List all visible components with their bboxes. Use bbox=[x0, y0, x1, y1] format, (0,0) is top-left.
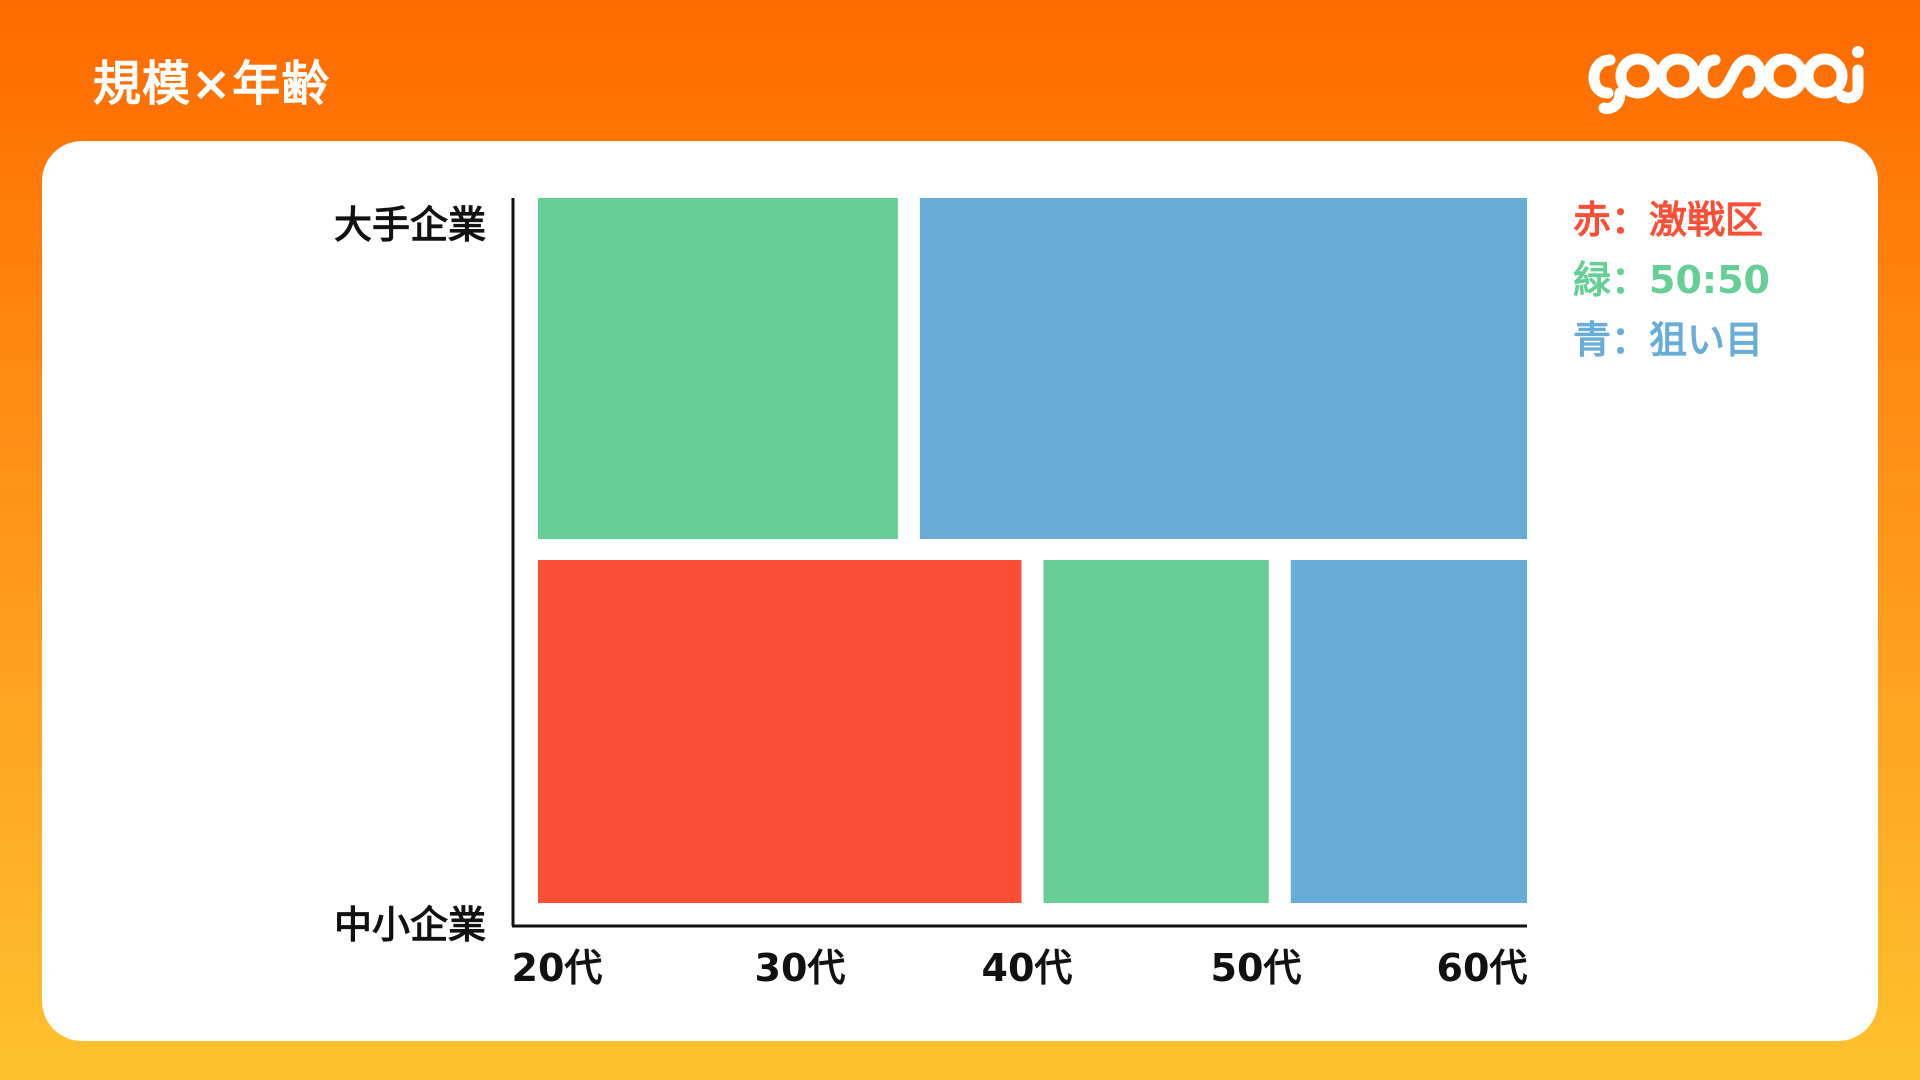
x-label-30s: 30代 bbox=[755, 946, 846, 990]
legend-green: 緑：50:50 bbox=[1573, 258, 1770, 302]
legend-red: 赤：激戦区 bbox=[1573, 198, 1764, 242]
y-label-large: 大手企業 bbox=[334, 203, 486, 247]
legend: 赤：激戦区 緑：50:50 青：狙い目 bbox=[1573, 195, 1770, 375]
legend-blue: 青：狙い目 bbox=[1573, 318, 1764, 362]
x-label-20s: 20代 bbox=[512, 946, 603, 990]
x-label-50s: 50代 bbox=[1211, 946, 1302, 990]
page-title: 規模×年齢 bbox=[93, 56, 331, 112]
x-label-60s: 60代 bbox=[1437, 946, 1528, 990]
mosaic-cell-0 bbox=[538, 198, 898, 539]
x-label-40s: 40代 bbox=[982, 946, 1073, 990]
y-label-small: 中小企業 bbox=[334, 903, 486, 947]
mosaic-cell-2 bbox=[538, 560, 1022, 903]
mosaic-cell-3 bbox=[1043, 560, 1269, 903]
yoasooi-logo bbox=[1588, 46, 1864, 114]
mosaic-cell-1 bbox=[919, 198, 1527, 539]
mosaic-cell-4 bbox=[1290, 560, 1527, 903]
